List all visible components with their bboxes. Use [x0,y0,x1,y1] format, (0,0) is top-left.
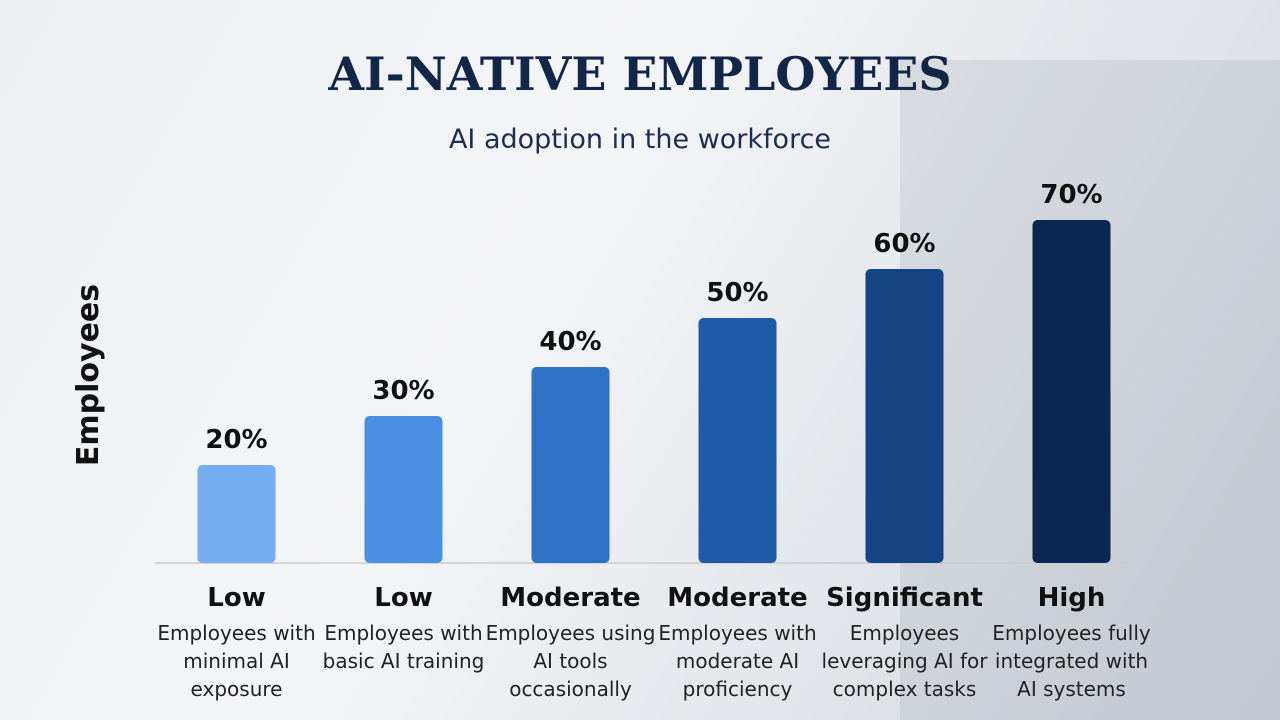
category-label: High [1038,583,1106,613]
value-label: 60% [873,229,935,259]
bar [364,416,443,563]
category-description: Employees fully integrated with AI syste… [992,621,1151,701]
bar [1032,220,1111,563]
value-label: 70% [1040,180,1102,210]
category-label: Moderate [667,583,807,613]
category-label: Significant [826,583,983,613]
category-label: Low [207,583,265,613]
bar [531,367,610,563]
bar [865,269,944,563]
category-label: Low [374,583,432,613]
y-axis-label: Employees [71,284,106,466]
value-label: 30% [372,376,434,406]
chart-subtitle: AI adoption in the workforce [449,124,831,155]
category-description: Employees leveraging AI for complex task… [821,621,988,701]
category-description: Employees using AI tools occasionally [485,621,656,701]
value-label: 20% [205,425,267,455]
category-label: Moderate [500,583,640,613]
category-description: Employees with minimal AI exposure [157,621,316,701]
bar [698,318,777,563]
category-description: Employees with basic AI training [322,621,485,673]
value-label: 50% [706,278,768,308]
bar [197,465,276,563]
chart-title: AI-NATIVE EMPLOYEES [327,47,951,101]
value-label: 40% [539,327,601,357]
category-description: Employees with moderate AI proficiency [658,621,817,701]
